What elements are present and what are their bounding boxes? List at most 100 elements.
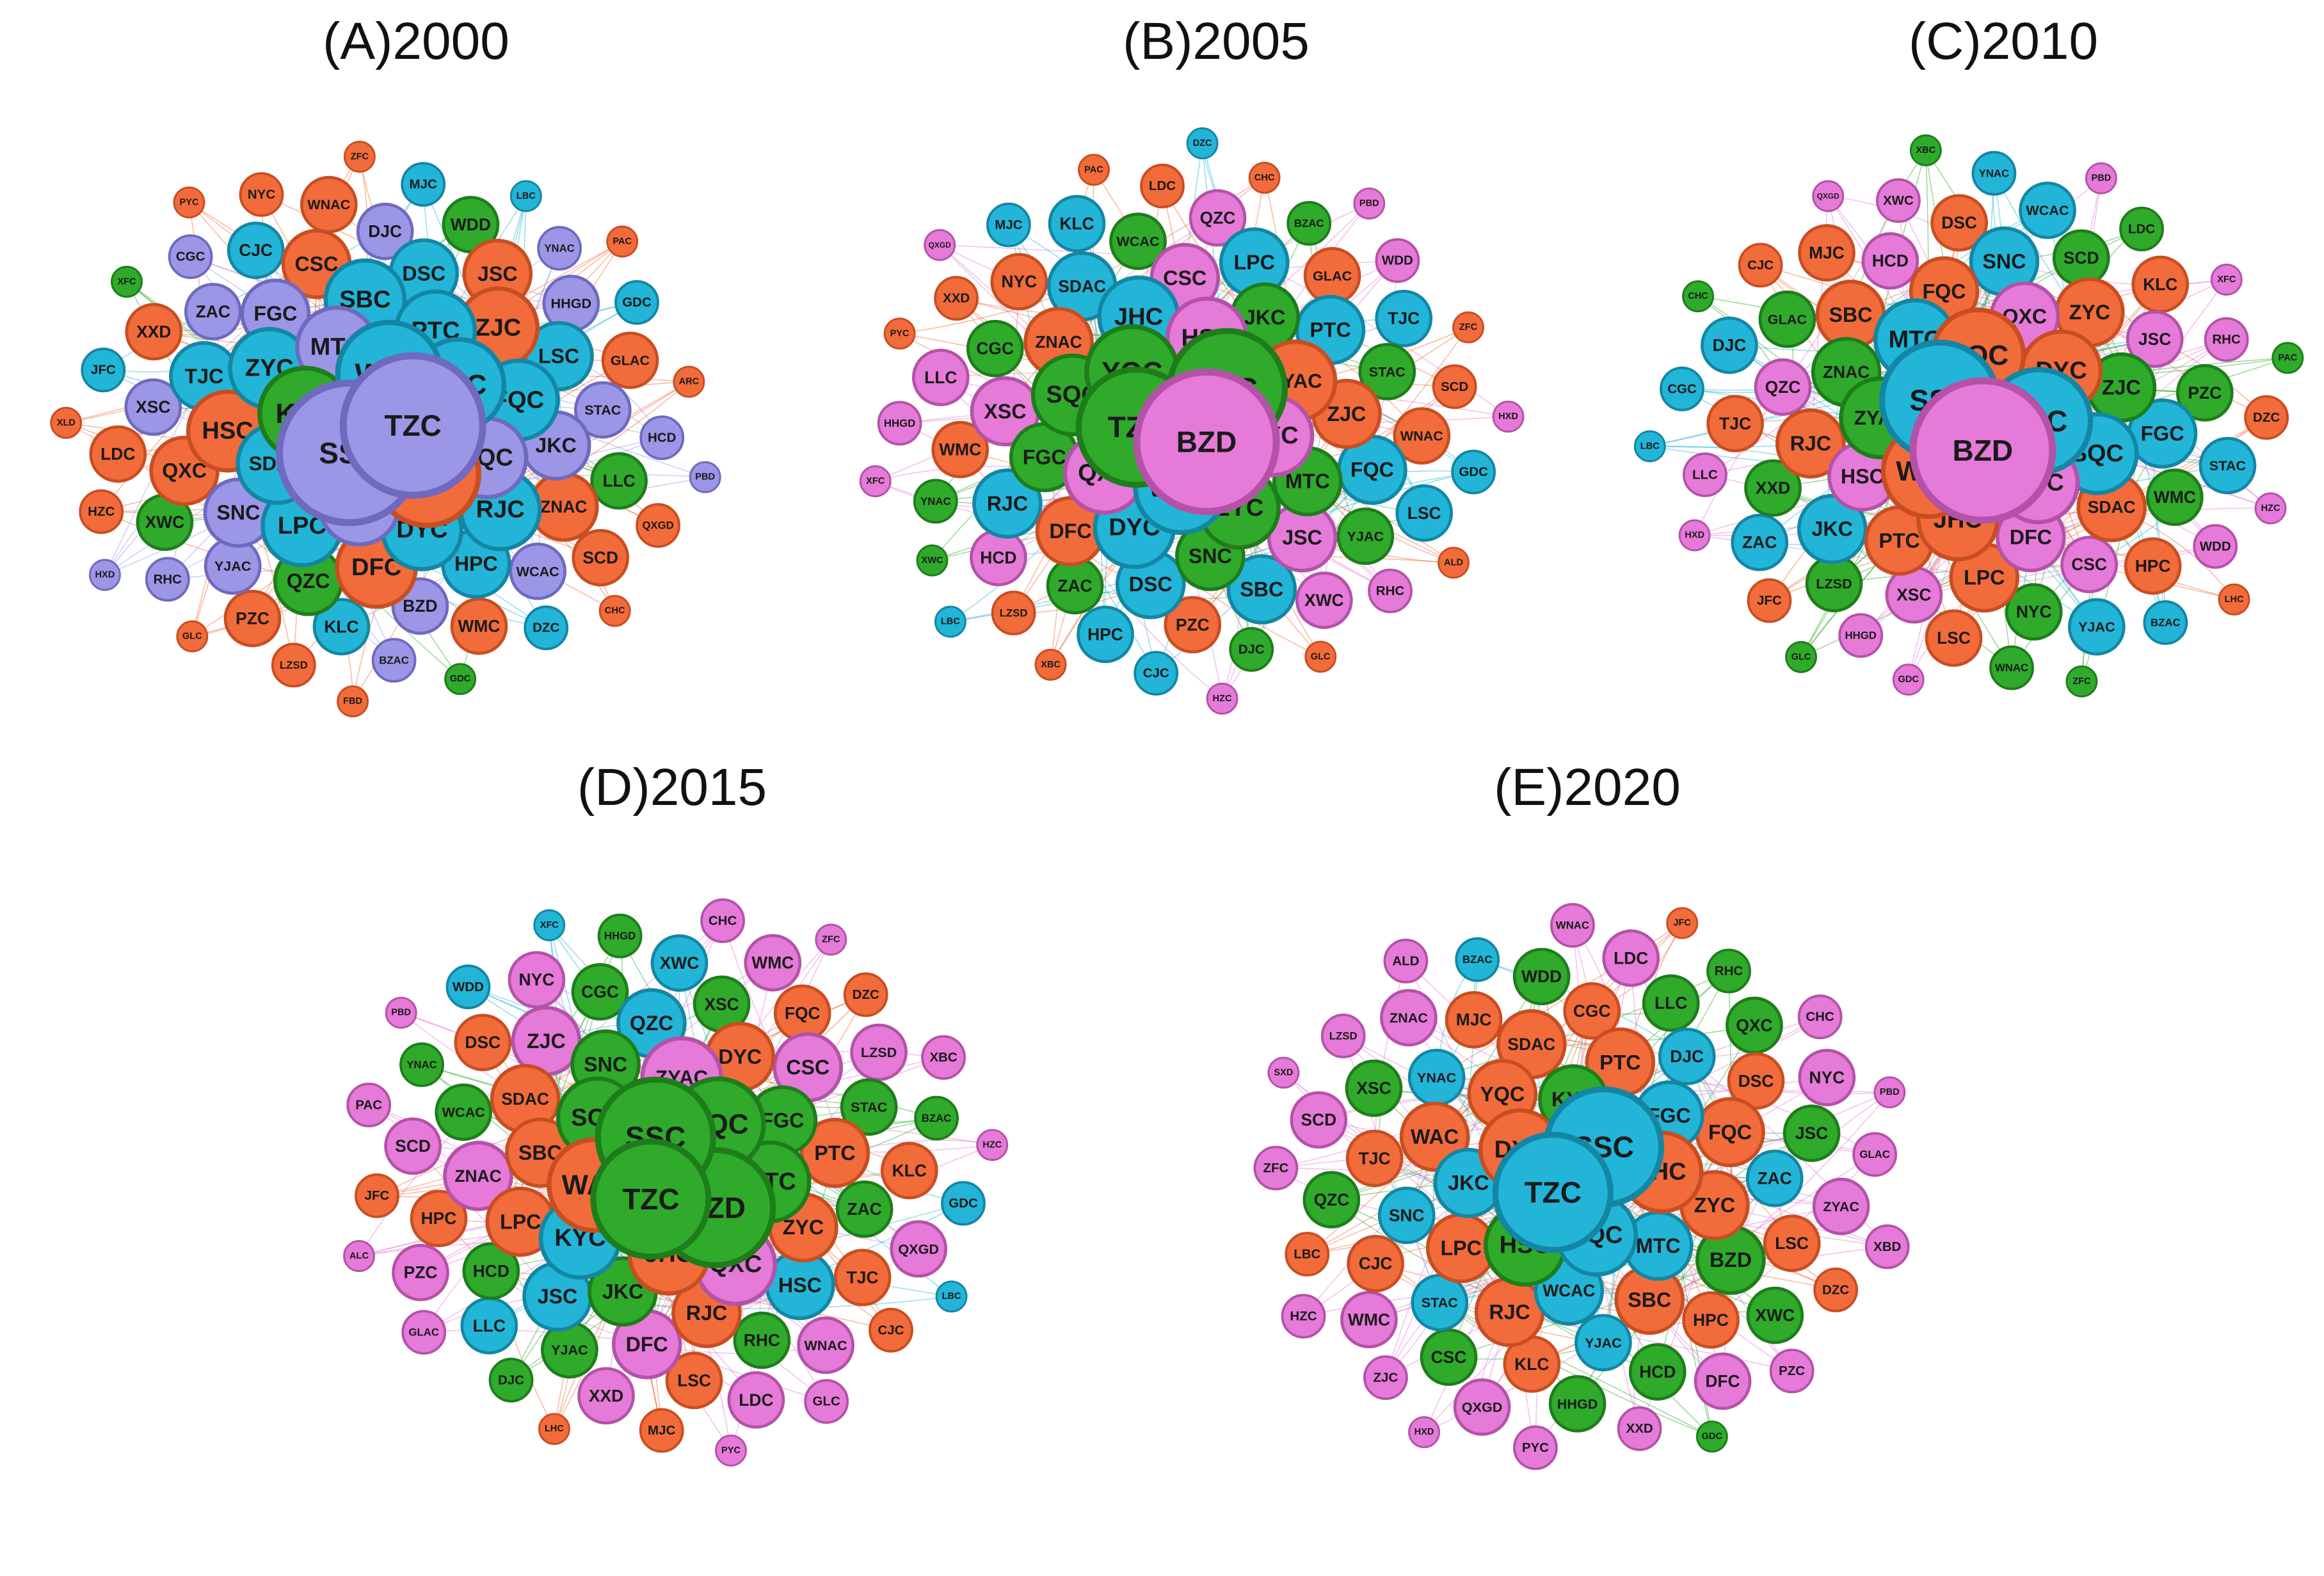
- node-label: CJC: [1359, 1254, 1393, 1273]
- node-label: LPC: [1234, 251, 1275, 274]
- node-label: TZC: [622, 1182, 679, 1216]
- node-label: PYC: [890, 328, 910, 338]
- node-circle: [1134, 651, 1179, 696]
- node-circle: [538, 1413, 570, 1445]
- node-label: DZC: [533, 621, 559, 635]
- node-label: PBD: [2091, 173, 2111, 184]
- node-label: JFC: [365, 1188, 390, 1203]
- node-label: HHGD: [1557, 1396, 1598, 1412]
- node-label: DZC: [1822, 1282, 1849, 1297]
- node-circle: [1989, 645, 2034, 690]
- node-circle: [1563, 982, 1621, 1040]
- node-label: ZJC: [475, 314, 521, 341]
- node-circle: [913, 479, 958, 524]
- node-sbc: SBC: [1815, 280, 1886, 350]
- node-circle: [1769, 1348, 1815, 1394]
- node-circle: [239, 172, 284, 217]
- node-csc: CSC: [1420, 1328, 1478, 1386]
- node-label: GDC: [450, 674, 471, 684]
- node-label: SNC: [584, 1053, 627, 1076]
- node-label: XSC: [704, 994, 739, 1014]
- node-label: HHGD: [604, 930, 636, 942]
- node-circle: [1368, 568, 1413, 614]
- node-zyac: ZYAC: [1812, 1177, 1870, 1236]
- node-label: PAC: [1084, 164, 1103, 175]
- node-label: RHC: [1376, 584, 1405, 598]
- node-circle: [1186, 127, 1219, 159]
- node-circle: [1455, 937, 1500, 982]
- node-label: ZAC: [196, 302, 230, 321]
- node-label: CGC: [176, 250, 205, 264]
- node-pzc: PZC: [392, 1243, 449, 1301]
- node-circle: [1336, 507, 1395, 565]
- node-label: SXD: [1274, 1067, 1293, 1078]
- node-circle: [859, 465, 892, 498]
- node-label: XWC: [145, 513, 185, 532]
- node-label: XXD: [136, 322, 171, 341]
- node-circle: [508, 951, 566, 1009]
- node-label: PZC: [236, 609, 269, 628]
- node-label: PBD: [695, 472, 715, 482]
- node-sbc: SBC: [1614, 1264, 1685, 1335]
- node-circle: [1248, 161, 1281, 194]
- node-label: WCAC: [2026, 202, 2069, 218]
- node-circle: [639, 1408, 684, 1453]
- node-circle: [1550, 903, 1595, 948]
- node-label: FQC: [1708, 1120, 1752, 1143]
- node-circle: [1253, 1145, 1299, 1191]
- node-label: PBD: [1359, 198, 1379, 209]
- node-gdc: GDC: [1695, 1421, 1728, 1453]
- node-label: SDAC: [501, 1090, 549, 1109]
- node-label: DFC: [2010, 526, 2052, 549]
- node-circle: [991, 591, 1036, 635]
- node-circle: [2176, 364, 2234, 422]
- node-label: ZYC: [783, 1216, 824, 1239]
- node-circle: [1383, 939, 1429, 983]
- node-chc: CHC: [1797, 994, 1843, 1040]
- node-label: JKC: [1448, 1172, 1489, 1195]
- node-rjc: RJC: [1775, 408, 1846, 479]
- node-circle: [1783, 1104, 1841, 1162]
- node-circle: [1747, 578, 1792, 623]
- node-pbd: PBD: [2085, 162, 2117, 195]
- node-label: PAC: [613, 237, 632, 247]
- node-label: GDC: [949, 1196, 978, 1211]
- node-label: PAC: [355, 1097, 382, 1112]
- node-label: CSC: [1431, 1348, 1467, 1367]
- node-tzc: TZC: [339, 352, 486, 499]
- node-jfc: JFC: [1666, 907, 1699, 939]
- node-djc: DJC: [488, 1357, 534, 1403]
- node-gdc: GDC: [614, 280, 659, 325]
- panel-2010: (C)2010 LBC LHC XBC GLC PAC CHC ZFC PBD HXD HZC QX…: [1633, 12, 2304, 697]
- node-label: DFC: [626, 1333, 668, 1356]
- node-circle: [488, 1357, 534, 1403]
- node-xxd: XXD: [1744, 459, 1802, 517]
- node-ptc: PTC: [1864, 505, 1935, 576]
- node-jsc: JSC: [1783, 1104, 1841, 1162]
- node-yjac: YJAC: [1575, 1314, 1632, 1372]
- node-chc: CHC: [700, 898, 745, 943]
- node-fqc: FQC: [1695, 1097, 1765, 1168]
- node-circle: [2218, 583, 2250, 616]
- node-circle: [1628, 1343, 1687, 1401]
- node-jfc: JFC: [81, 347, 126, 393]
- network-edge: [1649, 1154, 1875, 1300]
- node-circle: [337, 685, 369, 718]
- node-circle: [1358, 342, 1416, 401]
- node-circle: [1930, 194, 1988, 252]
- node-glc: GLC: [1304, 641, 1337, 673]
- node-tjc: TJC: [833, 1248, 892, 1307]
- node-label: TJC: [847, 1268, 879, 1287]
- node-lpc: LPC: [485, 1186, 556, 1257]
- node-lzsd: LZSD: [1805, 555, 1863, 612]
- node-circle: [1286, 201, 1332, 246]
- node-jfc: JFC: [1747, 578, 1792, 623]
- node-circle: [835, 1180, 894, 1238]
- node-label: GDC: [622, 295, 652, 310]
- node-glac: GLAC: [1758, 291, 1816, 348]
- node-xxd: XXD: [1617, 1406, 1662, 1451]
- node-mjc: MJC: [1445, 991, 1503, 1049]
- node-glac: GLAC: [1303, 247, 1361, 305]
- node-label: LZSD: [861, 1044, 897, 1060]
- node-label: XFC: [540, 920, 559, 930]
